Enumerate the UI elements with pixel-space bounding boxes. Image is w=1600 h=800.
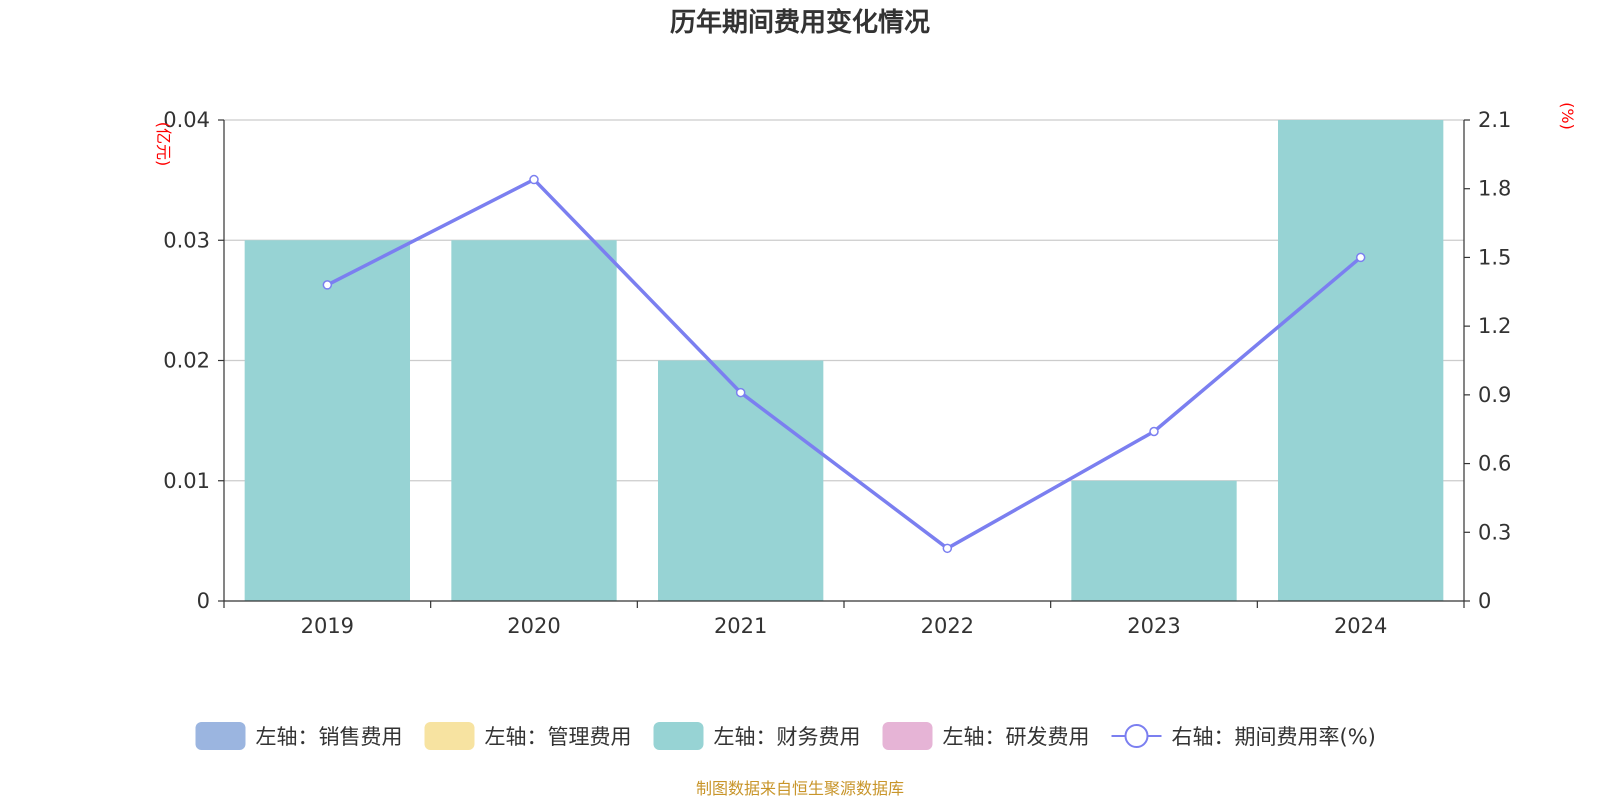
legend-label: 右轴：期间费用率(%) — [1172, 725, 1376, 749]
legend-label: 左轴：销售费用 — [256, 725, 403, 749]
bar-2021 — [658, 360, 824, 601]
chart-title: 历年期间费用变化情况 — [670, 7, 930, 38]
legend-swatch — [653, 722, 704, 750]
right-tick-label: 1.2 — [1478, 314, 1511, 338]
legend-label: 左轴：管理费用 — [485, 725, 632, 749]
legend-item[interactable]: 左轴：研发费用 — [882, 722, 1090, 750]
legend-item[interactable]: 右轴：期间费用率(%) — [1111, 724, 1376, 749]
legend-item[interactable]: 左轴：财务费用 — [653, 722, 861, 750]
bar-2020 — [451, 240, 617, 601]
left-axis-unit: (亿元) — [154, 122, 173, 167]
x-tick-label: 2023 — [1127, 614, 1180, 638]
x-tick-label: 2021 — [714, 614, 767, 638]
legend-item[interactable]: 左轴：管理费用 — [424, 722, 632, 750]
right-tick-label: 0 — [1478, 589, 1491, 613]
right-tick-label: 0.9 — [1478, 383, 1511, 407]
legend-item[interactable]: 左轴：销售费用 — [195, 722, 403, 750]
line-point-2019 — [322, 280, 333, 290]
x-tick-label: 2020 — [507, 614, 560, 638]
line-point-2024 — [1355, 252, 1366, 263]
x-tick-label: 2019 — [301, 614, 354, 638]
bar-2023 — [1071, 480, 1237, 601]
line-point-2023 — [1149, 426, 1159, 437]
line-point-2021 — [735, 387, 746, 398]
bar-2024 — [1278, 120, 1444, 601]
bar-series — [244, 120, 1444, 601]
right-tick-label: 1.5 — [1478, 245, 1511, 269]
legend-line-marker — [1124, 724, 1149, 748]
data-source-note: 制图数据来自恒生聚源数据库 — [696, 779, 904, 798]
legend[interactable]: 左轴：销售费用 左轴：管理费用 左轴：财务费用 左轴：研发费用 右轴：期间费用率(%) — [195, 722, 1376, 750]
legend-label: 左轴：财务费用 — [714, 725, 861, 749]
legend-swatch — [882, 722, 933, 750]
x-tick-label: 2022 — [921, 614, 974, 638]
line-rate — [326, 177, 1362, 551]
right-tick-label: 2.1 — [1478, 108, 1511, 132]
legend-swatch — [424, 722, 475, 750]
right-tick-label: 1.8 — [1478, 177, 1511, 201]
legend-swatch — [195, 722, 246, 750]
left-tick-label: 0.04 — [163, 108, 210, 132]
left-tick-label: 0.03 — [163, 228, 210, 252]
right-tick-label: 0.6 — [1478, 452, 1511, 476]
right-tick-label: 0.3 — [1478, 520, 1511, 544]
axes: 0 0.01 0.02 0.03 0.04 0 0.3 0.6 0.9 1.2 1.5 1.8 2.1 (… — [154, 102, 1577, 638]
bar-2019 — [244, 240, 410, 601]
x-tick-label: 2024 — [1334, 614, 1387, 638]
left-tick-label: 0.01 — [163, 469, 210, 493]
legend-label: 左轴：研发费用 — [943, 725, 1090, 749]
line-point-2022 — [942, 543, 953, 554]
left-tick-label: 0.02 — [163, 349, 210, 373]
right-axis-unit: (%) — [1558, 102, 1577, 130]
gridlines — [224, 119, 1464, 482]
line-series — [322, 174, 1366, 554]
left-tick-label: 0 — [197, 589, 210, 613]
line-point-2020 — [529, 174, 539, 185]
